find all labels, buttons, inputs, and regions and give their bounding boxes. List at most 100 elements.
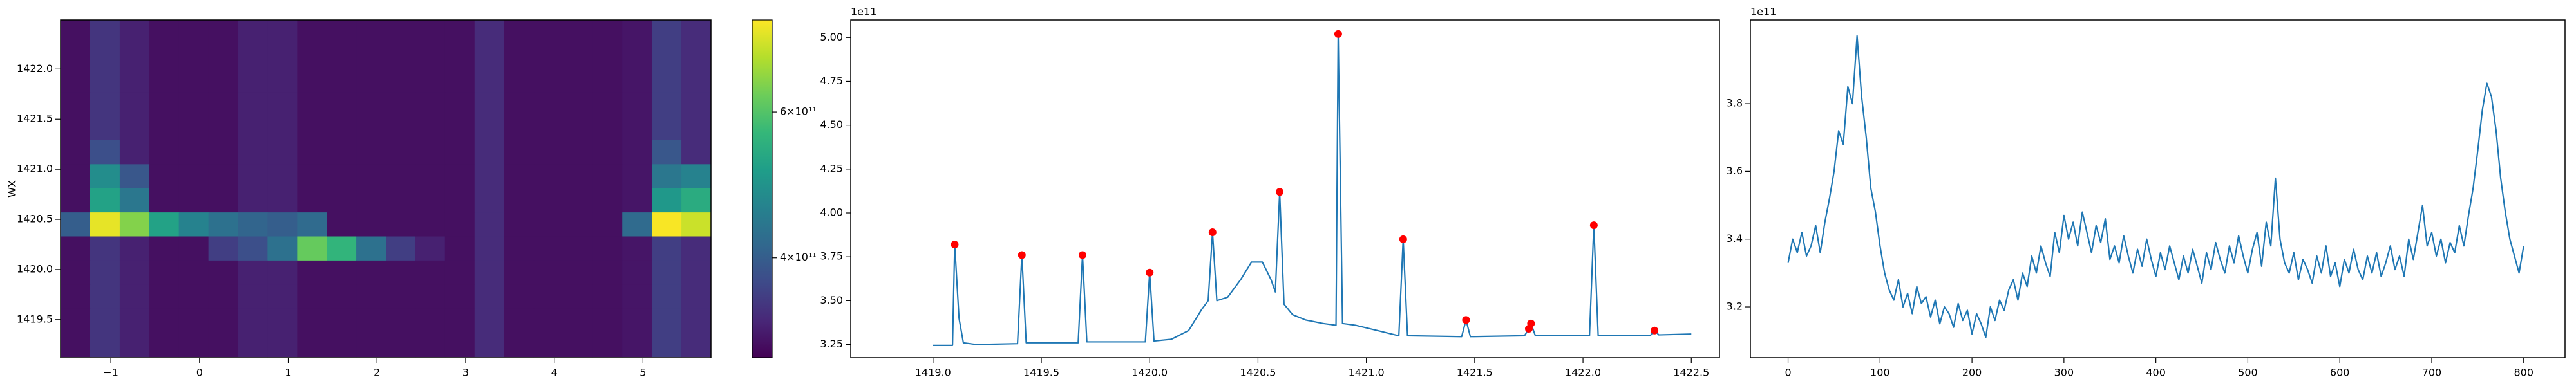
y-tick-label: 4.50 xyxy=(820,118,843,131)
heatmap-cell xyxy=(90,116,120,141)
heatmap-cell xyxy=(444,236,475,261)
heatmap-cell xyxy=(327,260,357,285)
x-tick-label: 3 xyxy=(462,367,469,379)
heatmap-cell xyxy=(652,68,682,93)
heatmap-cell xyxy=(504,164,535,189)
heatmap-cell xyxy=(327,140,357,165)
heatmap-cell xyxy=(652,116,682,141)
heatmap-cell xyxy=(327,333,357,358)
y-axis-label: WX xyxy=(6,180,19,198)
heatmap-cell xyxy=(681,116,711,141)
heatmap-cell xyxy=(208,284,239,309)
heatmap-cell xyxy=(61,284,91,309)
heatmap-cell xyxy=(149,116,180,141)
y-tick-label: 1420.5 xyxy=(17,213,53,225)
heatmap-cell xyxy=(563,140,593,165)
heatmap-cell xyxy=(267,92,298,117)
heatmap-cell xyxy=(178,92,209,117)
heatmap-cell xyxy=(267,44,298,69)
heatmap-cell xyxy=(386,188,416,213)
heatmap-cell xyxy=(681,212,711,237)
heatmap-cell xyxy=(504,212,535,237)
heatmap-cell xyxy=(592,284,623,309)
heatmap-cell xyxy=(415,260,446,285)
heatmap-cell xyxy=(563,116,593,141)
x-tick-label: −1 xyxy=(103,367,118,379)
heatmap-cell xyxy=(238,260,268,285)
heatmap-cell xyxy=(474,188,505,213)
peak-marker xyxy=(951,241,959,249)
heatmap-cell xyxy=(208,140,239,165)
heatmap xyxy=(61,20,711,358)
heatmap-cell xyxy=(533,44,564,69)
heatmap-cell xyxy=(119,308,150,333)
plot-frame xyxy=(850,19,1720,358)
heatmap-cell xyxy=(533,284,564,309)
peak-marker xyxy=(1399,235,1407,243)
heatmap-cell xyxy=(61,236,91,261)
heatmap-cell xyxy=(504,236,535,261)
heatmap-cell xyxy=(327,20,357,44)
heatmap-cell xyxy=(444,92,475,117)
peak-marker xyxy=(1208,228,1217,236)
heatmap-cell xyxy=(681,284,711,309)
heatmap-cell xyxy=(415,188,446,213)
heatmap-cell xyxy=(208,260,239,285)
heatmap-cell xyxy=(444,212,475,237)
heatmap-cell xyxy=(533,188,564,213)
y-tick-label: 3.2 xyxy=(1727,300,1743,313)
heatmap-cell xyxy=(622,188,652,213)
x-tick-label: 1422.0 xyxy=(1565,367,1601,379)
x-tick-label: 1 xyxy=(285,367,291,379)
heatmap-cell xyxy=(386,212,416,237)
heatmap-cell xyxy=(327,44,357,69)
heatmap-cell xyxy=(238,44,268,69)
heatmap-cell xyxy=(444,44,475,69)
heatmap-cell xyxy=(119,260,150,285)
heatmap-cell xyxy=(622,68,652,93)
heatmap-cell xyxy=(178,188,209,213)
heatmap-cell xyxy=(681,140,711,165)
heatmap-cell xyxy=(267,333,298,358)
heatmap-cell xyxy=(119,92,150,117)
heatmap-cell xyxy=(444,260,475,285)
heatmap-cell xyxy=(592,236,623,261)
heatmap-cell xyxy=(356,20,386,44)
heatmap-cell xyxy=(267,116,298,141)
heatmap-cell xyxy=(149,212,180,237)
heatmap-cell xyxy=(327,164,357,189)
heatmap-cell xyxy=(533,140,564,165)
heatmap-cell xyxy=(681,260,711,285)
heatmap-cell xyxy=(563,44,593,69)
x-tick-label: 5 xyxy=(639,367,646,379)
heatmap-cell xyxy=(267,236,298,261)
colorbar-tick-label: 6×10¹¹ xyxy=(780,106,817,118)
heatmap-cell xyxy=(504,140,535,165)
heatmap-cell xyxy=(504,188,535,213)
heatmap-cell xyxy=(533,260,564,285)
heatmap-cell xyxy=(386,260,416,285)
x-tick-label: 1420.0 xyxy=(1132,367,1168,379)
x-tick-label: 600 xyxy=(2330,367,2350,379)
heatmap-cell xyxy=(533,164,564,189)
x-tick-label: 1421.0 xyxy=(1349,367,1385,379)
heatmap-cell xyxy=(90,20,120,44)
heatmap-cell xyxy=(356,68,386,93)
heatmap-cell xyxy=(622,284,652,309)
heatmap-cell xyxy=(444,140,475,165)
peak-marker xyxy=(1334,30,1342,38)
y-tick-label: 3.6 xyxy=(1727,165,1743,177)
heatmap-cell xyxy=(208,44,239,69)
heatmap-cell xyxy=(208,92,239,117)
heatmap-cell xyxy=(592,92,623,117)
heatmap-cell xyxy=(444,308,475,333)
x-tick-label: 1421.5 xyxy=(1457,367,1493,379)
heatmap-cell xyxy=(356,284,386,309)
heatmap-cell xyxy=(178,164,209,189)
heatmap-cell xyxy=(652,308,682,333)
heatmap-cell xyxy=(90,188,120,213)
y-tick-label: 3.4 xyxy=(1727,232,1743,244)
y-tick-label: 5.00 xyxy=(820,31,843,43)
